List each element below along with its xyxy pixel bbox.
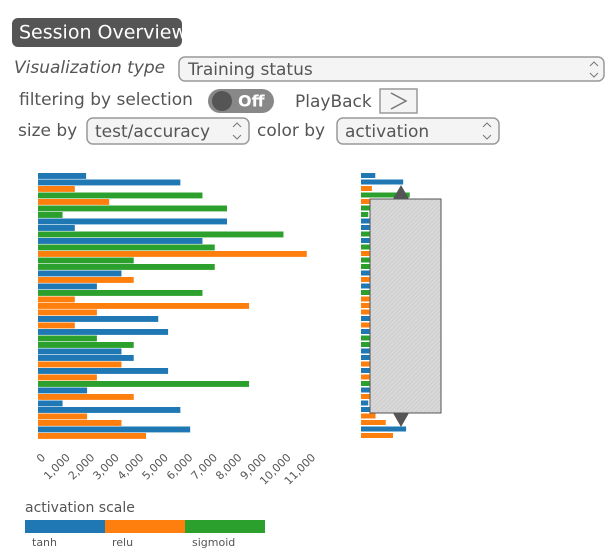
toggle-knob bbox=[212, 91, 232, 111]
bar bbox=[38, 355, 134, 361]
legend-swatch bbox=[25, 520, 105, 533]
bar bbox=[38, 179, 181, 186]
bar bbox=[38, 264, 215, 270]
bar bbox=[38, 173, 87, 179]
bar bbox=[38, 205, 227, 212]
bar bbox=[38, 277, 134, 283]
legend-label: relu bbox=[112, 536, 133, 549]
label: filtering by selection bbox=[19, 90, 193, 110]
bar bbox=[38, 290, 203, 296]
x-tick-label: 5,000 bbox=[140, 451, 171, 482]
minimap-bar bbox=[361, 322, 372, 328]
x-tick-label: 1,000 bbox=[41, 451, 72, 482]
minimap-bar bbox=[361, 225, 372, 230]
select-arrow bbox=[232, 122, 242, 140]
bar bbox=[38, 283, 97, 290]
legend-swatch bbox=[185, 520, 265, 533]
minimap-bar bbox=[361, 296, 372, 302]
bar bbox=[38, 329, 169, 335]
playback-button[interactable] bbox=[379, 88, 418, 114]
minimap-bar bbox=[361, 173, 376, 178]
legend-swatch bbox=[105, 520, 185, 533]
minimap-bar bbox=[361, 192, 410, 198]
minimap-bar bbox=[361, 400, 369, 406]
x-tick-label: 6,000 bbox=[164, 451, 195, 482]
select-arrow bbox=[589, 61, 599, 78]
minimap-bar bbox=[361, 186, 372, 191]
x-tick-label: 2,000 bbox=[66, 451, 97, 482]
select[interactable] bbox=[336, 117, 500, 145]
title: Session Overview bbox=[19, 22, 187, 44]
toggle-state: Off bbox=[238, 92, 266, 111]
bar bbox=[38, 381, 250, 387]
bar bbox=[38, 374, 97, 381]
legend-title: activation scale bbox=[25, 500, 135, 516]
bar bbox=[38, 433, 146, 439]
bar bbox=[38, 244, 215, 251]
select[interactable] bbox=[178, 56, 605, 82]
legend-label: tanh bbox=[32, 536, 57, 549]
select[interactable] bbox=[86, 117, 250, 145]
bar bbox=[38, 257, 134, 264]
minimap-bar bbox=[361, 420, 386, 425]
minimap-bar bbox=[361, 212, 369, 217]
title-badge bbox=[12, 18, 182, 47]
label: Visualization type bbox=[14, 58, 165, 78]
bar bbox=[38, 309, 97, 316]
minimap-bar bbox=[361, 387, 376, 393]
bar bbox=[38, 400, 63, 407]
bar bbox=[38, 413, 88, 420]
bar bbox=[38, 192, 203, 199]
bar bbox=[38, 342, 134, 348]
bar bbox=[38, 426, 191, 433]
select-arrow bbox=[482, 122, 492, 140]
play-icon bbox=[390, 92, 408, 110]
select-value[interactable]: test/accuracy bbox=[95, 122, 210, 142]
bar bbox=[38, 368, 169, 374]
bar bbox=[38, 231, 284, 238]
legend-label: sigmoid bbox=[192, 536, 235, 549]
bar bbox=[38, 218, 227, 225]
select-value[interactable]: activation bbox=[345, 122, 429, 142]
label: color by bbox=[257, 121, 325, 141]
select-value[interactable]: Training status bbox=[187, 60, 313, 80]
bar bbox=[38, 212, 63, 218]
bar bbox=[38, 348, 122, 355]
minimap-bar bbox=[361, 179, 404, 185]
bar bbox=[38, 387, 88, 394]
bar bbox=[38, 251, 307, 257]
bar bbox=[38, 270, 122, 277]
minimap-bar bbox=[361, 413, 376, 419]
x-tick-label: 4,000 bbox=[115, 451, 146, 482]
bar bbox=[38, 186, 75, 192]
x-tick-label: 0 bbox=[34, 451, 48, 465]
bar bbox=[38, 361, 122, 368]
bar bbox=[38, 322, 75, 329]
bar bbox=[38, 238, 203, 244]
bar bbox=[38, 199, 110, 205]
x-tick-label: 8,000 bbox=[213, 451, 244, 482]
bar bbox=[38, 394, 134, 400]
bar bbox=[38, 296, 75, 303]
bar bbox=[38, 335, 97, 342]
minimap-bar bbox=[361, 433, 393, 438]
x-tick-label: 7,000 bbox=[189, 451, 220, 482]
bar bbox=[38, 303, 250, 309]
minimap-bar bbox=[361, 426, 407, 432]
x-tick-label: 3,000 bbox=[90, 451, 121, 482]
label: size by bbox=[18, 121, 77, 141]
label: PlayBack bbox=[295, 92, 372, 112]
bar bbox=[38, 225, 75, 231]
brush[interactable] bbox=[369, 198, 442, 414]
bar bbox=[38, 420, 122, 426]
bar bbox=[38, 316, 159, 322]
bar bbox=[38, 407, 181, 413]
